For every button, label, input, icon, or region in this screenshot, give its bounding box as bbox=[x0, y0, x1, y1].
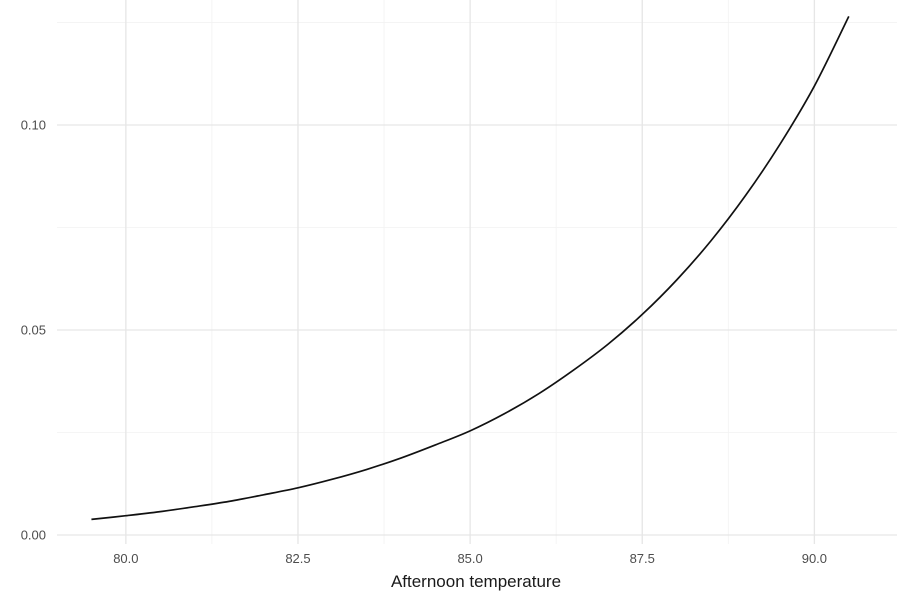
x-tick-label: 85.0 bbox=[457, 551, 482, 566]
y-tick-label: 0.05 bbox=[21, 323, 46, 338]
grid bbox=[57, 0, 897, 544]
series-layer bbox=[91, 16, 850, 521]
x-tick-label: 80.0 bbox=[113, 551, 138, 566]
x-axis-title: Afternoon temperature bbox=[391, 572, 561, 591]
x-axis-ticks: 80.0 82.5 85.0 87.5 90.0 bbox=[113, 551, 827, 566]
y-tick-label: 0.10 bbox=[21, 118, 46, 133]
series-line bbox=[91, 16, 850, 521]
x-tick-label: 87.5 bbox=[630, 551, 655, 566]
x-tick-label: 82.5 bbox=[285, 551, 310, 566]
x-tick-label: 90.0 bbox=[802, 551, 827, 566]
y-tick-label: 0.00 bbox=[21, 527, 46, 542]
y-axis-ticks: 0.00 0.05 0.10 bbox=[21, 118, 46, 543]
